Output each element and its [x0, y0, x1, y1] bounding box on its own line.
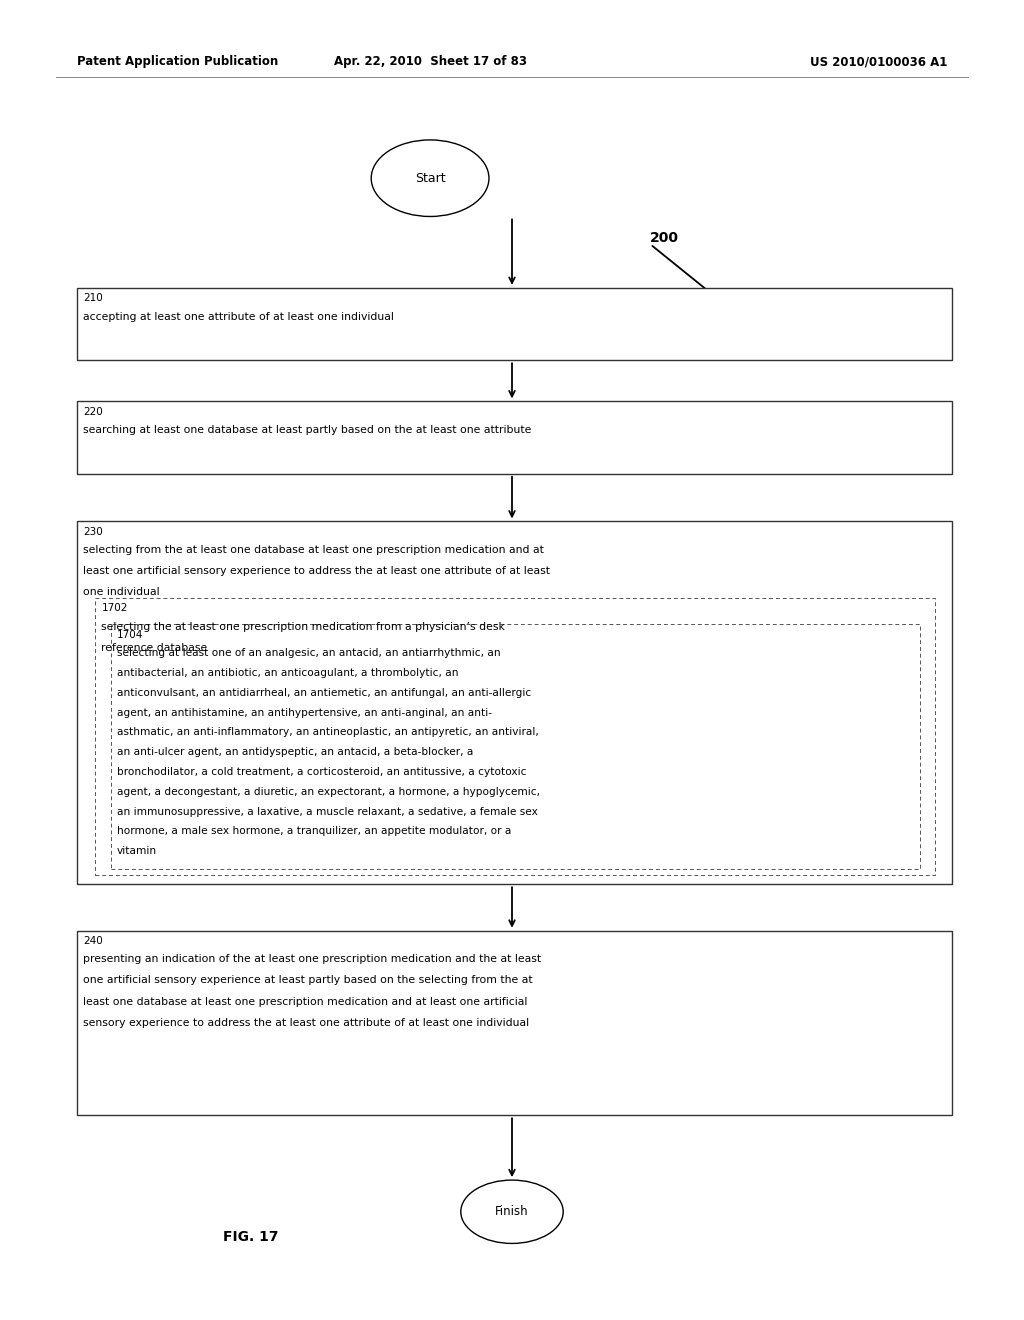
Text: antibacterial, an antibiotic, an anticoagulant, a thrombolytic, an: antibacterial, an antibiotic, an anticoa… [117, 668, 458, 678]
Text: bronchodilator, a cold treatment, a corticosteroid, an antitussive, a cytotoxic: bronchodilator, a cold treatment, a cort… [117, 767, 526, 777]
Text: 220: 220 [83, 407, 102, 417]
Text: 200: 200 [650, 231, 679, 244]
Text: reference database: reference database [101, 643, 208, 653]
Text: Apr. 22, 2010  Sheet 17 of 83: Apr. 22, 2010 Sheet 17 of 83 [334, 55, 526, 69]
Text: least one artificial sensory experience to address the at least one attribute of: least one artificial sensory experience … [83, 566, 550, 577]
Ellipse shape [461, 1180, 563, 1243]
Text: an anti-ulcer agent, an antidyspeptic, an antacid, a beta-blocker, a: an anti-ulcer agent, an antidyspeptic, a… [117, 747, 473, 758]
Text: selecting at least one of an analgesic, an antacid, an antiarrhythmic, an: selecting at least one of an analgesic, … [117, 648, 501, 659]
Text: Start: Start [415, 172, 445, 185]
Text: agent, an antihistamine, an antihypertensive, an anti-anginal, an anti-: agent, an antihistamine, an antihyperten… [117, 708, 492, 718]
Text: an immunosuppressive, a laxative, a muscle relaxant, a sedative, a female sex: an immunosuppressive, a laxative, a musc… [117, 807, 538, 817]
Text: 210: 210 [83, 293, 102, 304]
Text: vitamin: vitamin [117, 846, 157, 857]
Text: accepting at least one attribute of at least one individual: accepting at least one attribute of at l… [83, 312, 394, 322]
FancyBboxPatch shape [95, 598, 935, 875]
Text: selecting from the at least one database at least one prescription medication an: selecting from the at least one database… [83, 545, 544, 556]
Text: least one database at least one prescription medication and at least one artific: least one database at least one prescrip… [83, 997, 527, 1007]
Text: hormone, a male sex hormone, a tranquilizer, an appetite modulator, or a: hormone, a male sex hormone, a tranquili… [117, 826, 511, 837]
Text: 230: 230 [83, 527, 102, 537]
Ellipse shape [371, 140, 489, 216]
FancyBboxPatch shape [111, 624, 920, 869]
Text: one individual: one individual [83, 587, 160, 598]
FancyBboxPatch shape [77, 931, 952, 1115]
Text: anticonvulsant, an antidiarrheal, an antiemetic, an antifungal, an anti-allergic: anticonvulsant, an antidiarrheal, an ant… [117, 688, 531, 698]
Text: asthmatic, an anti-inflammatory, an antineoplastic, an antipyretic, an antiviral: asthmatic, an anti-inflammatory, an anti… [117, 727, 539, 738]
Text: agent, a decongestant, a diuretic, an expectorant, a hormone, a hypoglycemic,: agent, a decongestant, a diuretic, an ex… [117, 787, 540, 797]
FancyBboxPatch shape [77, 288, 952, 360]
Text: searching at least one database at least partly based on the at least one attrib: searching at least one database at least… [83, 425, 531, 436]
FancyBboxPatch shape [77, 521, 952, 884]
Text: Patent Application Publication: Patent Application Publication [77, 55, 279, 69]
Text: one artificial sensory experience at least partly based on the selecting from th: one artificial sensory experience at lea… [83, 975, 532, 986]
Text: selecting the at least one prescription medication from a physician’s desk: selecting the at least one prescription … [101, 622, 505, 632]
Text: FIG. 17: FIG. 17 [223, 1230, 279, 1243]
Text: 1704: 1704 [117, 630, 143, 640]
Text: 240: 240 [83, 936, 102, 946]
Text: 1702: 1702 [101, 603, 128, 614]
Text: US 2010/0100036 A1: US 2010/0100036 A1 [810, 55, 947, 69]
Text: Finish: Finish [496, 1205, 528, 1218]
Text: presenting an indication of the at least one prescription medication and the at : presenting an indication of the at least… [83, 954, 541, 965]
FancyBboxPatch shape [77, 401, 952, 474]
Text: sensory experience to address the at least one attribute of at least one individ: sensory experience to address the at lea… [83, 1018, 529, 1028]
